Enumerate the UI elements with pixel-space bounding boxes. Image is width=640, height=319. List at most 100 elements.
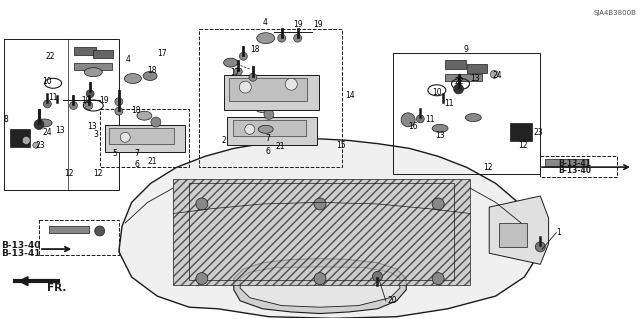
- Bar: [499, 223, 527, 247]
- Bar: [445, 74, 483, 81]
- Text: 3: 3: [93, 130, 98, 138]
- Circle shape: [239, 52, 247, 60]
- Bar: [229, 78, 307, 101]
- Text: B-13-40: B-13-40: [1, 241, 40, 250]
- Circle shape: [234, 68, 243, 76]
- Bar: [109, 128, 174, 144]
- Text: 18: 18: [250, 45, 259, 55]
- Ellipse shape: [255, 104, 270, 113]
- Text: 13: 13: [470, 74, 480, 83]
- Text: 21: 21: [275, 142, 285, 151]
- Ellipse shape: [223, 58, 237, 67]
- Polygon shape: [173, 179, 470, 285]
- Text: 19: 19: [314, 20, 323, 29]
- Ellipse shape: [257, 33, 275, 44]
- Circle shape: [314, 198, 326, 210]
- Bar: [39, 220, 119, 255]
- Circle shape: [278, 34, 285, 42]
- Bar: [74, 63, 112, 70]
- Bar: [232, 120, 307, 136]
- Text: 8: 8: [4, 115, 8, 124]
- Circle shape: [490, 70, 499, 78]
- Circle shape: [44, 100, 51, 108]
- Text: 18: 18: [148, 66, 157, 75]
- Text: 21: 21: [148, 157, 157, 166]
- Ellipse shape: [143, 71, 157, 80]
- Text: 22: 22: [45, 52, 55, 61]
- Bar: [540, 156, 617, 177]
- Bar: [545, 159, 588, 166]
- Circle shape: [285, 78, 297, 90]
- Text: 11: 11: [445, 100, 454, 108]
- Text: 12: 12: [93, 169, 103, 178]
- Circle shape: [120, 132, 130, 142]
- Circle shape: [151, 117, 161, 127]
- Text: 22: 22: [454, 77, 463, 86]
- Text: 9: 9: [464, 45, 468, 55]
- Text: 19: 19: [81, 96, 91, 105]
- Circle shape: [115, 107, 123, 115]
- Circle shape: [86, 90, 94, 98]
- Circle shape: [34, 120, 44, 130]
- Bar: [510, 123, 532, 141]
- Text: 13: 13: [87, 122, 97, 131]
- Bar: [224, 75, 319, 110]
- Text: 11: 11: [49, 93, 58, 102]
- Text: 11: 11: [426, 115, 435, 124]
- Text: 18: 18: [132, 106, 141, 115]
- Circle shape: [454, 84, 463, 94]
- Ellipse shape: [36, 119, 52, 127]
- Circle shape: [244, 124, 255, 134]
- Text: 23: 23: [534, 128, 543, 137]
- Circle shape: [249, 73, 257, 81]
- Text: 19: 19: [100, 96, 109, 105]
- Ellipse shape: [124, 74, 141, 84]
- Text: 1: 1: [556, 228, 561, 237]
- Text: 19: 19: [293, 20, 303, 29]
- Text: 14: 14: [346, 92, 355, 100]
- Text: B-13-41: B-13-41: [558, 159, 591, 168]
- Polygon shape: [119, 139, 540, 318]
- Text: 10: 10: [432, 88, 442, 97]
- Bar: [394, 53, 540, 174]
- Ellipse shape: [465, 114, 481, 122]
- Bar: [467, 63, 487, 72]
- Text: 6: 6: [135, 160, 140, 169]
- Text: 20: 20: [387, 296, 397, 305]
- Circle shape: [196, 273, 208, 285]
- Text: 13: 13: [55, 126, 65, 135]
- Ellipse shape: [137, 111, 152, 120]
- Circle shape: [22, 137, 30, 145]
- Text: 7: 7: [266, 134, 271, 143]
- Bar: [445, 60, 467, 69]
- Text: 24: 24: [492, 71, 502, 80]
- Text: 12: 12: [65, 169, 74, 178]
- Bar: [74, 47, 96, 55]
- Ellipse shape: [432, 124, 448, 132]
- Polygon shape: [234, 259, 406, 314]
- Text: 12: 12: [483, 163, 492, 172]
- Circle shape: [372, 271, 383, 281]
- Text: 15: 15: [336, 141, 346, 150]
- Bar: [227, 117, 317, 145]
- Text: 4: 4: [125, 55, 130, 64]
- Ellipse shape: [258, 125, 273, 133]
- Text: 10: 10: [42, 77, 52, 86]
- Text: 6: 6: [266, 147, 271, 156]
- Circle shape: [115, 98, 123, 106]
- Text: B-13-41: B-13-41: [1, 249, 40, 258]
- Text: 16: 16: [408, 122, 418, 131]
- Bar: [100, 109, 189, 167]
- Text: 2: 2: [221, 136, 226, 145]
- Text: 13: 13: [435, 131, 445, 140]
- Circle shape: [70, 101, 77, 109]
- Polygon shape: [489, 196, 548, 264]
- Bar: [4, 39, 119, 190]
- Text: 7: 7: [135, 149, 140, 158]
- Circle shape: [239, 81, 252, 93]
- Text: 17: 17: [230, 68, 240, 77]
- Circle shape: [264, 109, 274, 119]
- Bar: [198, 29, 342, 167]
- Circle shape: [33, 142, 39, 148]
- Circle shape: [85, 101, 93, 109]
